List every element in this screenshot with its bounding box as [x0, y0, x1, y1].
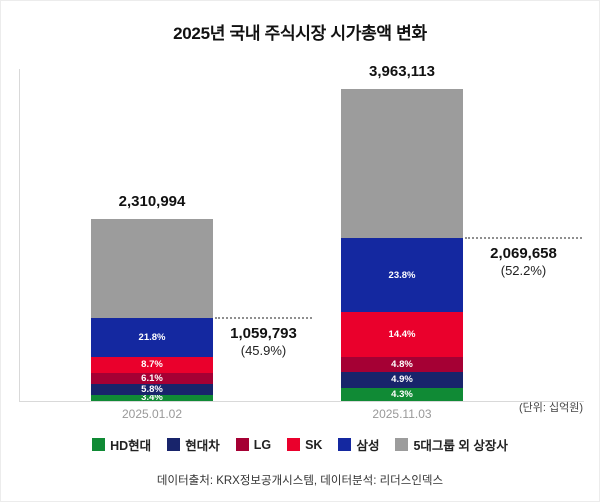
bar-segment: 21.8% — [91, 317, 213, 358]
annotation-text: 2,069,658 (52.2%) — [465, 245, 582, 280]
stacked-bar: 21.8% 8.7% 6.1% 5.8% 3.4% — [91, 219, 213, 401]
stacked-bar: 23.8% 14.4% 4.8% 4.9% 4.3% — [341, 89, 463, 401]
bar-segment: 5.8% — [91, 384, 213, 395]
legend-item: 삼성 — [338, 435, 379, 454]
legend-label: 5대그룹 외 상장사 — [413, 439, 508, 453]
bar-total-label: 3,963,113 — [369, 63, 435, 80]
unit-note: (단위: 십억원) — [518, 402, 583, 414]
legend-swatch — [92, 438, 106, 451]
legend-swatch — [235, 438, 249, 451]
legend-item: HD현대 — [92, 435, 151, 454]
legend-label: SK — [305, 437, 323, 452]
data-source: 데이터출처: KRX정보공개시스템, 데이터분석: 리더스인덱스 — [156, 475, 444, 487]
x-axis-label: 2025.11.03 — [372, 407, 432, 421]
annotation-text: 1,059,793 (45.9%) — [215, 325, 312, 360]
annotation: 2,069,658 (52.2%) — [465, 237, 582, 280]
legend-item: SK — [287, 438, 322, 452]
legend-label: LG — [253, 437, 272, 452]
chart-title: 2025년 국내 주식시장 시가총액 변화 — [173, 24, 427, 43]
segment-percent-label: 4.3% — [391, 388, 413, 400]
segment-percent-label: 21.8% — [138, 331, 166, 343]
segment-percent-label: 4.9% — [391, 374, 413, 386]
bar-segment: 8.7% — [91, 357, 213, 374]
annotation-dotted-line — [215, 316, 312, 319]
legend-item: 5대그룹 외 상장사 — [395, 435, 508, 454]
legend-item: 현대차 — [167, 435, 220, 454]
legend-swatch — [167, 438, 181, 451]
bar-segment — [341, 89, 463, 239]
segment-percent-label: 6.1% — [141, 373, 163, 384]
legend-label: HD현대 — [110, 439, 152, 453]
bar-segment: 4.9% — [341, 372, 463, 388]
legend-swatch — [395, 438, 409, 451]
segment-percent-label: 23.8% — [388, 269, 416, 281]
bar-segment: 6.1% — [91, 373, 213, 385]
annotation-value: 2,069,658 — [490, 245, 557, 263]
bar-total-label: 2,310,994 — [118, 193, 186, 210]
annotation-value: 1,059,793 — [230, 324, 297, 342]
bar-segment — [91, 219, 213, 318]
segment-percent-label: 4.8% — [391, 359, 413, 371]
segment-percent-label: 14.4% — [388, 329, 416, 341]
legend-swatch — [338, 438, 352, 451]
annotation-dotted-line — [465, 237, 582, 240]
segment-percent-label: 8.7% — [141, 359, 163, 371]
bar-segment: 3.4% — [91, 394, 213, 401]
legend: HD현대 현대차 LG SK 삼성 5대그룹 외 상장사 — [1, 435, 599, 454]
plot-area: 21.8% 8.7% 6.1% 5.8% 3.4% 2,310,994 2025.01.02… — [19, 63, 584, 421]
segment-percent-label: 5.8% — [141, 384, 163, 395]
legend-item: LG — [235, 437, 272, 452]
legend-label: 삼성 — [356, 439, 380, 453]
bar-segment: 4.3% — [341, 387, 463, 401]
annotation-percent: (52.2%) — [500, 263, 547, 279]
bar-segment: 14.4% — [341, 312, 463, 358]
bar-segment: 4.8% — [341, 357, 463, 373]
bar-segment: 23.8% — [341, 238, 463, 313]
segment-percent-label: 3.4% — [141, 394, 163, 401]
legend-swatch — [287, 438, 301, 451]
legend-label: 현대차 — [185, 439, 220, 453]
annotation-percent: (45.9%) — [240, 342, 287, 358]
x-axis-label: 2025.01.02 — [121, 407, 183, 421]
annotation: 1,059,793 (45.9%) — [215, 316, 312, 360]
